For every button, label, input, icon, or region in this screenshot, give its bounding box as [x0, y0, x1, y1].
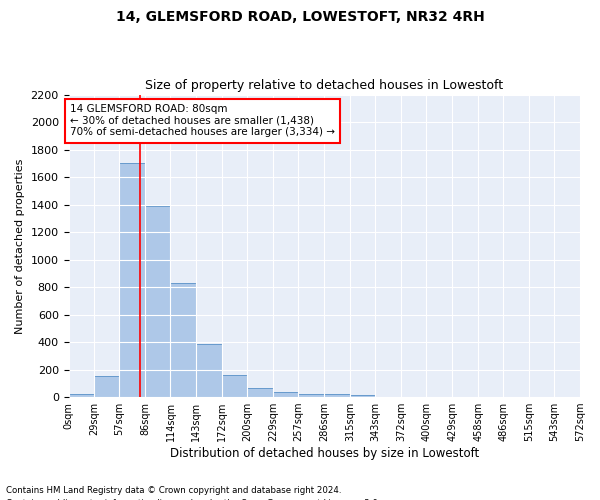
Text: Contains public sector information licensed under the Open Government Licence v3: Contains public sector information licen… [6, 498, 380, 500]
Y-axis label: Number of detached properties: Number of detached properties [15, 158, 25, 334]
Text: 14, GLEMSFORD ROAD, LOWESTOFT, NR32 4RH: 14, GLEMSFORD ROAD, LOWESTOFT, NR32 4RH [116, 10, 484, 24]
Bar [273, 392, 298, 397]
Text: 14 GLEMSFORD ROAD: 80sqm
← 30% of detached houses are smaller (1,438)
70% of sem: 14 GLEMSFORD ROAD: 80sqm ← 30% of detach… [70, 104, 335, 138]
Bar [324, 394, 350, 397]
Title: Size of property relative to detached houses in Lowestoft: Size of property relative to detached ho… [145, 79, 503, 92]
Bar [94, 376, 119, 397]
Bar [170, 283, 196, 397]
Bar [145, 206, 170, 397]
Bar [119, 164, 145, 397]
Bar [350, 395, 375, 397]
Bar [298, 394, 324, 397]
Text: Contains HM Land Registry data © Crown copyright and database right 2024.: Contains HM Land Registry data © Crown c… [6, 486, 341, 495]
Bar [196, 344, 223, 397]
Bar [223, 375, 247, 397]
Bar [247, 388, 273, 397]
X-axis label: Distribution of detached houses by size in Lowestoft: Distribution of detached houses by size … [170, 447, 479, 460]
Bar [68, 394, 94, 397]
